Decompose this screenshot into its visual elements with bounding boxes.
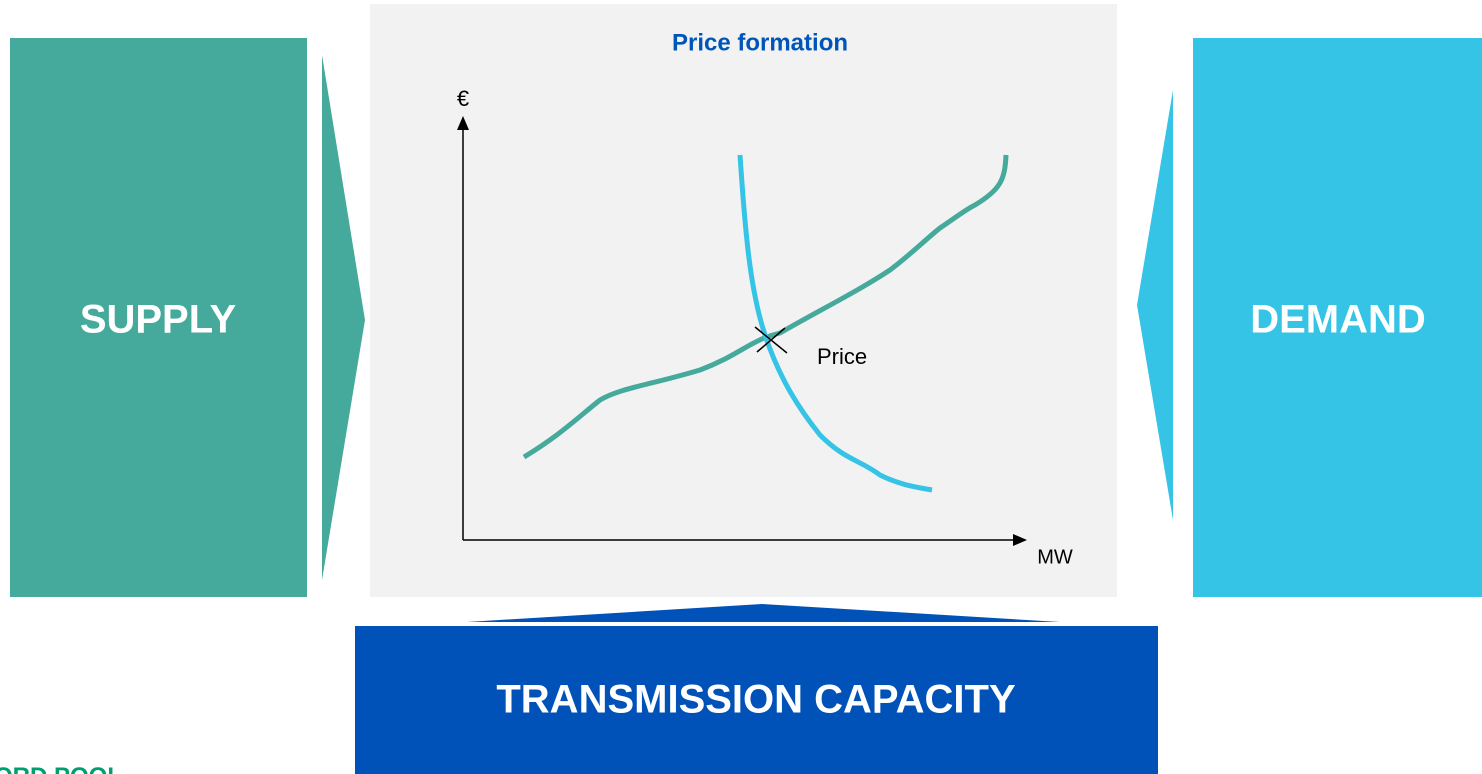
demand-label: DEMAND [1250,298,1426,342]
logo: ORD POOL [0,763,122,774]
transmission-label: TRANSMISSION CAPACITY [496,678,1016,722]
demand-box [1193,38,1482,597]
y-arrow [457,116,469,130]
demand-curve [737,154,933,493]
price-mark [756,327,786,353]
x-axis-label: MW [1037,546,1073,568]
x-arrow [1013,534,1027,546]
supply-curve [522,154,1009,460]
supply-box [10,38,307,597]
transmission-box [355,626,1158,774]
supply-arrow [322,55,365,580]
supply-label: SUPPLY [80,298,237,342]
demand-arrow [1137,90,1173,520]
chart-title: Price formation [672,29,848,56]
y-axis-label: € [457,86,469,111]
transmission-arrow [467,604,1060,622]
chart-panel [370,4,1117,597]
price-label: Price [817,344,867,369]
